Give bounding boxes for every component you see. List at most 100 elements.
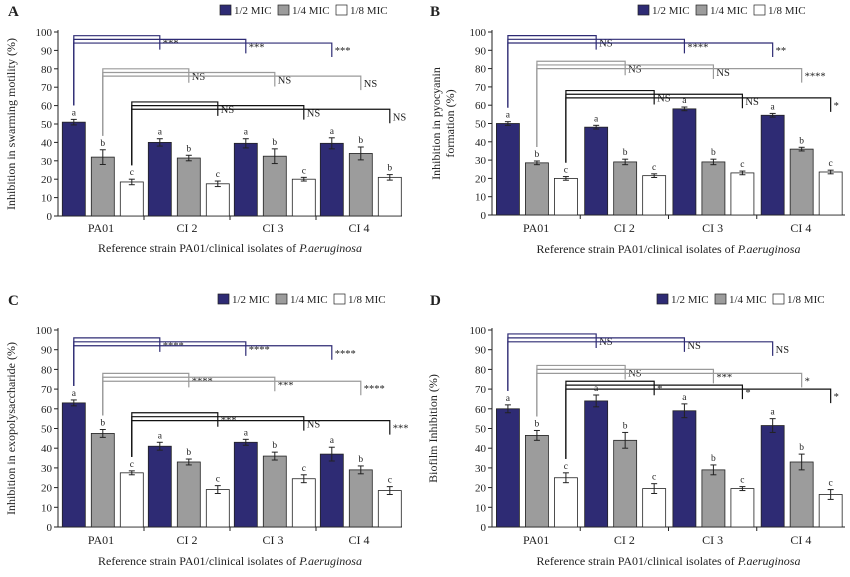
y-tick-label: 50 <box>475 119 487 131</box>
y-tick-label: 90 <box>41 345 53 357</box>
y-tick-label: 60 <box>475 404 487 416</box>
bar <box>262 455 287 528</box>
bar <box>672 410 697 528</box>
legend-swatch <box>333 293 346 305</box>
bar <box>348 153 373 217</box>
y-tick-label: 50 <box>475 424 487 436</box>
bar <box>584 400 609 528</box>
panel-letter: C <box>8 293 19 309</box>
bar <box>119 472 144 528</box>
comparison-bracket <box>565 97 832 163</box>
bar <box>760 425 785 528</box>
bracket-label: **** <box>192 376 213 387</box>
significance-letter: b <box>535 150 540 160</box>
legend-swatch <box>335 4 348 16</box>
significance-letter: b <box>358 455 363 465</box>
x-tick-label: CI 4 <box>349 221 370 235</box>
significance-letter: b <box>358 136 363 146</box>
bar <box>291 478 316 528</box>
bar <box>176 461 201 528</box>
comparison-bracket <box>536 67 803 148</box>
significance-letter: a <box>506 394 511 404</box>
comparison-bracket <box>536 372 803 417</box>
bracket-label: **** <box>335 349 356 360</box>
significance-letter: a <box>771 102 776 112</box>
chart-panel-d: D 1/2 MIC 1/4 MIC 1/8 MIC 0 10 20 30 40 50 60 70 80 9… <box>426 293 845 568</box>
legend-label: 1/8 MIC <box>768 5 806 17</box>
significance-letter: c <box>302 464 306 474</box>
bar <box>613 439 638 528</box>
comparison-bracket <box>73 345 333 386</box>
significance-letter: c <box>829 479 833 489</box>
bar <box>147 445 172 528</box>
significance-letter: a <box>158 431 163 441</box>
bar <box>61 402 86 528</box>
x-tick-label: CI 2 <box>177 533 198 547</box>
bar <box>319 142 344 217</box>
comparison-bracket <box>131 101 219 166</box>
bracket-label: *** <box>335 46 351 57</box>
bar <box>818 171 843 216</box>
significance-letter: b <box>387 164 392 174</box>
y-tick-label: 40 <box>475 443 487 455</box>
y-axis-title: Inhibition in pyocyaninformation (%) <box>429 67 457 180</box>
significance-letter: b <box>799 136 804 146</box>
y-tick-label: 60 <box>475 100 487 112</box>
bar <box>554 177 578 216</box>
significance-letter: c <box>130 168 134 178</box>
significance-letter: c <box>130 460 134 470</box>
bracket-label: *** <box>393 424 409 435</box>
bracket-label: NS <box>364 79 378 90</box>
y-tick-label: 30 <box>41 156 53 168</box>
y-tick-label: 10 <box>41 193 53 205</box>
bar <box>233 441 258 528</box>
y-tick-label: 80 <box>41 64 53 76</box>
bracket-label: * <box>657 384 662 395</box>
bracket-label: *** <box>278 380 294 391</box>
x-axis-title-species: P.aeruginosa <box>737 242 801 256</box>
significance-letter: a <box>244 128 249 138</box>
bar <box>730 172 755 216</box>
legend-label: 1/2 MIC <box>652 5 690 17</box>
significance-letter: c <box>302 166 306 176</box>
x-axis-title-main: Reference strain PA01/clinical isolates … <box>537 242 738 256</box>
significance-letter: c <box>652 163 656 173</box>
significance-letter: a <box>330 436 335 446</box>
significance-letter: c <box>564 166 568 176</box>
y-tick-label: 90 <box>41 45 53 57</box>
x-tick-label: CI 3 <box>702 533 723 547</box>
significance-letter: c <box>829 159 833 169</box>
significance-letter: b <box>623 148 628 158</box>
y-tick-label: 0 <box>481 522 487 534</box>
bracket-label: *** <box>221 416 237 427</box>
chart-panel-c: C 1/2 MIC 1/4 MIC 1/8 MIC 0 10 20 30 40 50 60 70 80 9… <box>4 293 409 568</box>
bracket-label: **** <box>163 341 184 352</box>
bracket-label: NS <box>628 64 642 75</box>
comparison-bracket <box>565 380 655 459</box>
x-axis-title: Reference strain PA01/clinical isolates … <box>98 554 362 568</box>
bar <box>348 469 373 528</box>
bracket-label: * <box>834 392 839 403</box>
bracket-label: NS <box>599 39 613 50</box>
x-tick-label: CI 2 <box>614 533 635 547</box>
comparison-bracket <box>536 60 626 148</box>
panel-letter: A <box>8 4 19 20</box>
legend-swatch <box>714 293 727 305</box>
y-axis-title-line: formation (%) <box>443 89 457 157</box>
y-tick-label: 40 <box>475 137 487 149</box>
legend-label: 1/8 MIC <box>787 294 825 306</box>
legend-label: 1/4 MIC <box>290 294 328 306</box>
bar <box>496 408 520 528</box>
x-tick-label: PA01 <box>523 221 549 235</box>
significance-letter: a <box>158 128 163 138</box>
bar <box>377 490 402 528</box>
y-tick-label: 20 <box>41 174 53 186</box>
chart-panel-a: A 1/2 MIC 1/4 MIC 1/8 MIC 0 10 20 30 40 50 60 70 80 9… <box>4 4 406 255</box>
legend-label: 1/2 MIC <box>234 5 272 17</box>
legend-label: 1/2 MIC <box>671 294 709 306</box>
bracket-label: NS <box>776 345 790 356</box>
legend-swatch <box>753 4 766 16</box>
x-tick-label: PA01 <box>523 533 549 547</box>
x-tick-label: PA01 <box>88 533 114 547</box>
